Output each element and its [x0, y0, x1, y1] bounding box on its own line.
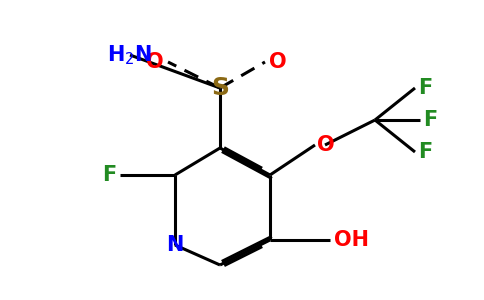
- Text: OH: OH: [334, 230, 369, 250]
- Text: H$_2$N: H$_2$N: [107, 43, 152, 67]
- Text: F: F: [423, 110, 437, 130]
- Text: S: S: [211, 76, 229, 100]
- Text: O: O: [146, 52, 164, 72]
- Text: N: N: [166, 235, 184, 255]
- Text: O: O: [269, 52, 287, 72]
- Text: F: F: [418, 78, 432, 98]
- Text: F: F: [102, 165, 116, 185]
- Text: O: O: [317, 135, 334, 155]
- Text: F: F: [418, 142, 432, 162]
